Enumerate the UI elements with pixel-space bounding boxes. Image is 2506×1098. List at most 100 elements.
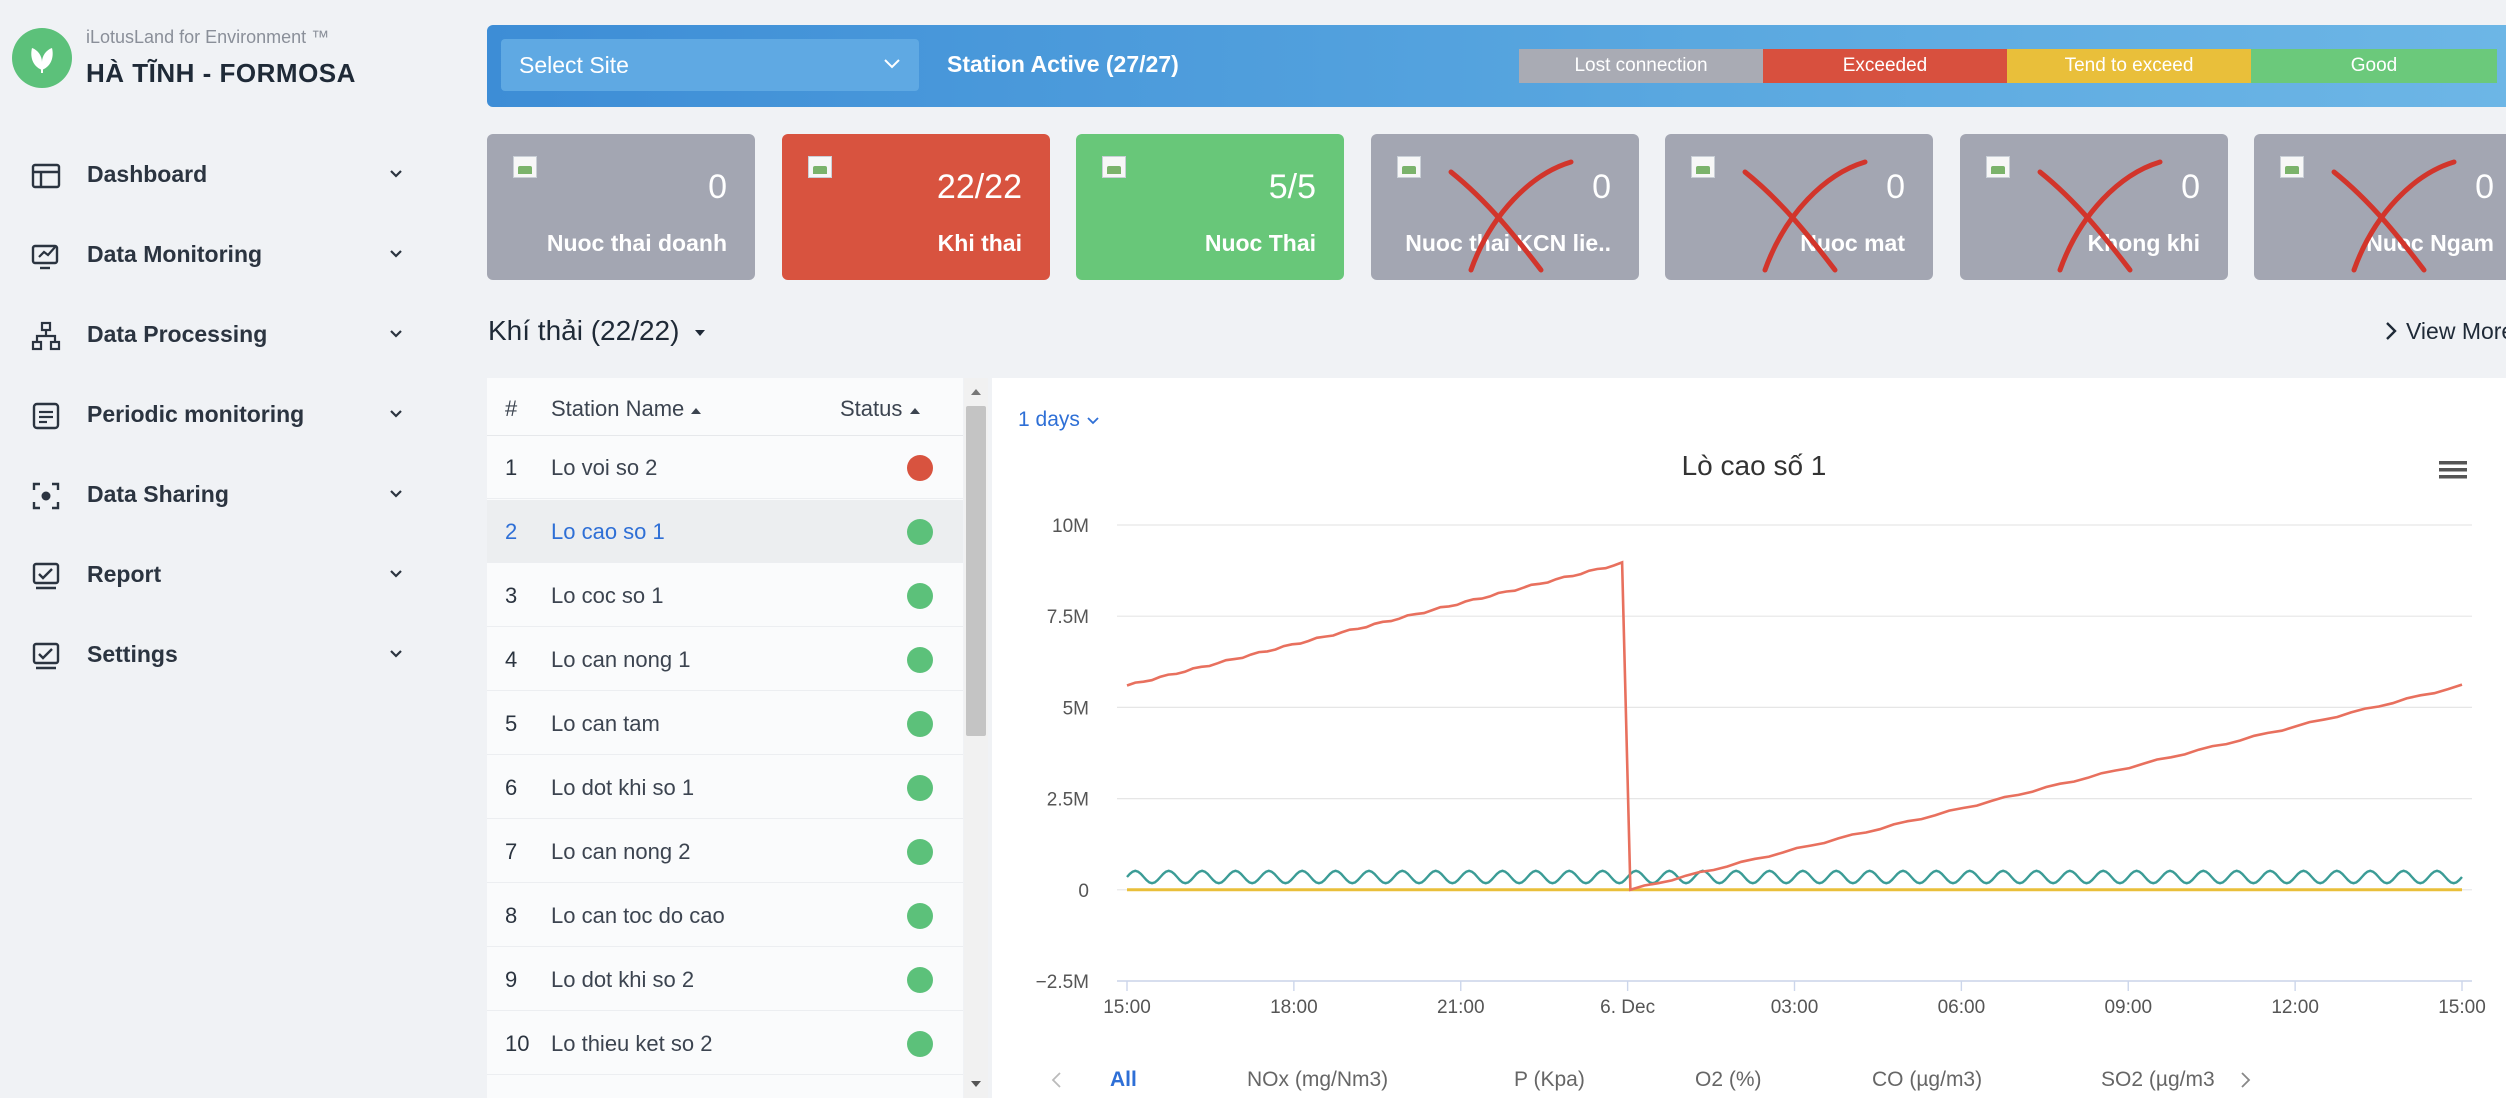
station-type-card[interactable]: 0 Nuoc thai KCN lie.. (1371, 134, 1639, 280)
station-name: Lo thieu ket so 2 (551, 1031, 713, 1056)
series-tab-o2[interactable]: O2 (%) (1695, 1068, 1762, 1091)
x-tick-label: 6. Dec (1600, 997, 1655, 1018)
station-type-card[interactable]: 0 Khong khi (1960, 134, 2228, 280)
section-title-dropdown[interactable]: Khí thải (22/22) (488, 315, 707, 347)
scroll-down-icon[interactable] (964, 1074, 988, 1094)
legend-exceeded[interactable]: Exceeded (1763, 49, 2007, 83)
station-name: Lo can nong 1 (551, 647, 691, 672)
menu-label: Data Sharing (87, 480, 229, 507)
row-number: 8 (505, 903, 518, 928)
sort-up-icon (691, 408, 702, 414)
menu-item-dashboard[interactable]: Dashboard (0, 144, 448, 204)
x-tick-label: 21:00 (1437, 997, 1485, 1018)
menu-item-report[interactable]: Report (0, 544, 448, 604)
hierarchy-icon (31, 321, 61, 351)
menu-label: Periodic monitoring (87, 400, 305, 427)
card-count: 0 (708, 168, 727, 206)
chart-title: Lò cao số 1 (1681, 450, 1827, 481)
x-tick-label: 06:00 (1938, 997, 1986, 1018)
column-station-name[interactable]: Station Name (551, 396, 702, 422)
table-scrollbar[interactable] (964, 378, 988, 1098)
menu-item-data-monitoring[interactable]: Data Monitoring (0, 224, 448, 284)
menu-label: Data Processing (87, 320, 268, 347)
station-type-card[interactable]: 0 Nuoc Ngam (2254, 134, 2506, 280)
series-tab-p[interactable]: P (Kpa) (1514, 1068, 1585, 1091)
table-row[interactable]: 5 Lo can tam (487, 692, 963, 755)
report-icon (32, 562, 60, 590)
chevron-down-icon (390, 170, 402, 178)
series-tab-co[interactable]: CO (µg/m3) (1872, 1068, 1983, 1091)
table-row[interactable]: 3 Lo coc so 1 (487, 564, 963, 627)
legend-good[interactable]: Good (2251, 49, 2497, 83)
row-number: 10 (505, 1031, 530, 1056)
menu-item-data-sharing[interactable]: Data Sharing (0, 464, 448, 524)
y-tick-label: −2.5M (1036, 972, 1089, 993)
broken-image-icon (1397, 156, 1421, 178)
table-row[interactable]: 7 Lo can nong 2 (487, 820, 963, 883)
broken-image-icon (1691, 156, 1715, 178)
broken-image-icon (1986, 156, 2010, 178)
station-type-card[interactable]: 0 Nuoc thai doanh (487, 134, 755, 280)
scroll-up-icon[interactable] (964, 382, 988, 402)
station-type-card[interactable]: 0 Nuoc mat (1665, 134, 1933, 280)
menu-item-settings[interactable]: Settings (0, 624, 448, 684)
table-row[interactable]: 10 Lo thieu ket so 2 (487, 1012, 963, 1075)
menu-item-data-processing[interactable]: Data Processing (0, 304, 448, 364)
y-tick-label: 10M (1052, 516, 1089, 537)
row-number: 5 (505, 711, 518, 736)
chevron-right-icon[interactable] (2238, 1071, 2252, 1089)
row-number: 3 (505, 583, 518, 608)
sort-up-icon (909, 408, 920, 414)
y-tick-label: 5M (1063, 698, 1089, 719)
card-count: 22/22 (936, 168, 1022, 206)
brand-subtitle: iLotusLand for Environment ™ (86, 27, 330, 47)
cross-mark-icon (2331, 159, 2457, 273)
menu-label: Settings (87, 640, 178, 667)
series-tab-so2[interactable]: SO2 (µg/m3 (2101, 1068, 2215, 1091)
chevron-down-icon (390, 250, 402, 258)
series-tab-nox[interactable]: NOx (mg/Nm3) (1247, 1068, 1389, 1091)
table-row[interactable]: 2 Lo cao so 1 (487, 500, 963, 563)
table-row[interactable]: 4 Lo can nong 1 (487, 628, 963, 691)
status-dot (907, 903, 933, 929)
chart-panel: 1 days Lò cao số 1 10M 7.5M 5M 2.5M 0 −2.5M 15… (992, 378, 2506, 1098)
table-row[interactable]: 1 Lo voi so 2 (487, 436, 963, 499)
status-dot (907, 711, 933, 737)
table-row[interactable]: 8 Lo can toc do cao (487, 884, 963, 947)
column-status-label: Status (840, 396, 903, 421)
chevron-left-icon[interactable] (1050, 1071, 1064, 1089)
series-tab-all[interactable]: All (1110, 1068, 1137, 1091)
card-count: 0 (1886, 168, 1905, 206)
menu-label: Dashboard (87, 160, 208, 187)
view-more-link[interactable]: View More (2384, 318, 2506, 345)
menu-item-periodic-monitoring[interactable]: Periodic monitoring (0, 384, 448, 444)
chart-menu-icon[interactable] (2438, 458, 2468, 482)
document-icon (32, 402, 60, 430)
table-row[interactable]: 6 Lo dot khi so 1 (487, 756, 963, 819)
station-name: Lo can nong 2 (551, 839, 691, 864)
time-range-dropdown[interactable]: 1 days (1018, 408, 1100, 432)
select-site-dropdown[interactable]: Select Site (501, 39, 919, 91)
cross-mark-icon (1742, 159, 1868, 273)
chevron-down-icon (390, 650, 402, 658)
station-type-card[interactable]: 5/5 Nuoc Thai (1076, 134, 1344, 280)
card-count: 0 (2181, 168, 2200, 206)
status-dot (907, 583, 933, 609)
station-table: # Station Name Status 1 Lo voi so 2 2 Lo ca… (487, 378, 963, 1098)
broken-image-icon (513, 156, 537, 178)
card-label: Nuoc thai doanh (546, 230, 727, 256)
scroll-thumb[interactable] (966, 406, 986, 736)
status-dot (907, 775, 933, 801)
section-title: Khí thải (22/22) (488, 315, 680, 346)
sidebar: iLotusLand for Environment ™ HÀ TĨNH - F… (0, 0, 448, 1098)
table-row[interactable]: 9 Lo dot khi so 2 (487, 948, 963, 1011)
column-status[interactable]: Status (840, 396, 921, 422)
status-bar: Select Site Station Active (27/27) Lost … (487, 25, 2506, 107)
menu-label: Report (87, 560, 162, 587)
station-name: Lo cao so 1 (551, 519, 665, 544)
legend-lost-connection[interactable]: Lost connection (1519, 49, 1763, 83)
status-dot (907, 647, 933, 673)
chevron-down-icon (390, 490, 402, 498)
station-type-card[interactable]: 22/22 Khi thai (782, 134, 1050, 280)
legend-tend-to-exceed[interactable]: Tend to exceed (2007, 49, 2251, 83)
